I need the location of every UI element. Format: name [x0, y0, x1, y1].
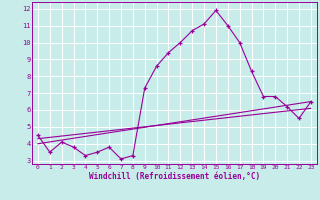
X-axis label: Windchill (Refroidissement éolien,°C): Windchill (Refroidissement éolien,°C)	[89, 172, 260, 181]
